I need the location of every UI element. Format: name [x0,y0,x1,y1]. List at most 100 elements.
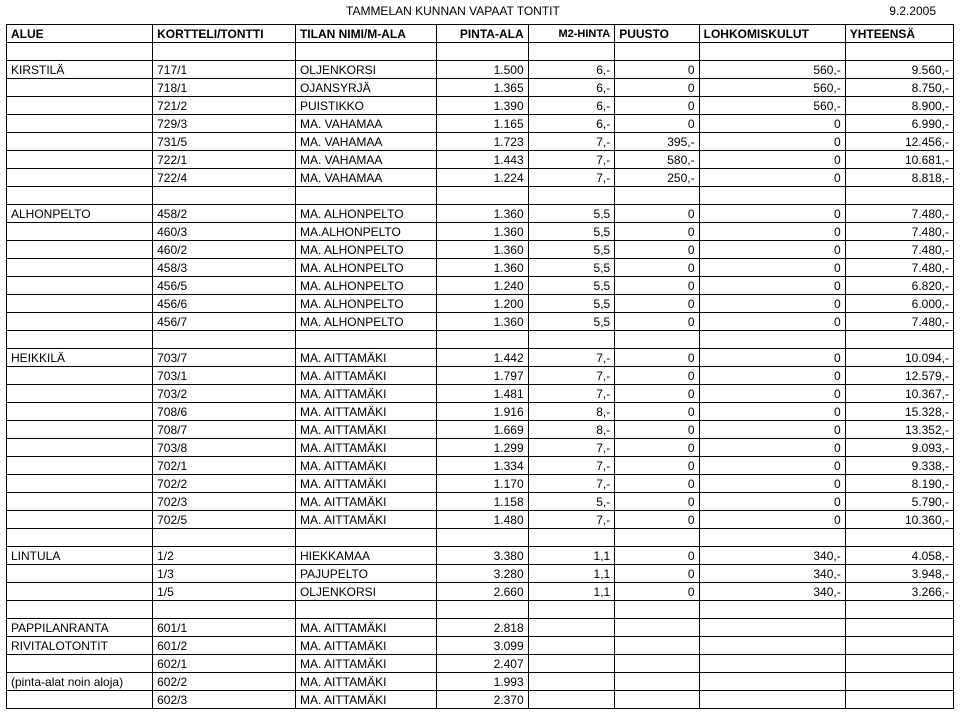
table-row: 602/1MA. AITTAMÄKI2.407 [7,655,954,673]
cell: MA. AITTAMÄKI [295,493,436,511]
cell: MA. ALHONPELTO [295,259,436,277]
cell [7,115,153,133]
cell: 1.224 [436,169,528,187]
cell [153,187,296,205]
cell: 8.750,- [845,79,953,97]
cell: 0 [699,421,845,439]
cell [615,673,699,691]
cell: MA. AITTAMÄKI [295,421,436,439]
cell [436,187,528,205]
cell: 8.900,- [845,97,953,115]
cell: MA. AITTAMÄKI [295,511,436,529]
cell [699,601,845,619]
cell: 602/3 [153,691,296,709]
cell: 602/2 [153,673,296,691]
cell: 1.443 [436,151,528,169]
cell: 6.000,- [845,295,953,313]
cell [7,691,153,709]
cell: 7,- [528,511,615,529]
cell [7,493,153,511]
cell: MA. VAHAMAA [295,169,436,187]
cell: 340,- [699,565,845,583]
cell: 1.334 [436,457,528,475]
cell: 0 [699,277,845,295]
cell: 1.669 [436,421,528,439]
cell: 458/2 [153,205,296,223]
cell: 0 [699,457,845,475]
cell: 1.365 [436,79,528,97]
cell: 2.407 [436,655,528,673]
cell: 9.560,- [845,61,953,79]
data-table: ALUE KORTTELI/TONTTI TILAN NIMI/M-ALA PI… [6,24,954,709]
cell: 1,1 [528,583,615,601]
cell: 7.480,- [845,241,953,259]
cell: 2.370 [436,691,528,709]
cell [845,691,953,709]
table-row: 460/2MA. ALHONPELTO1.3605,5007.480,- [7,241,954,259]
cell: MA. AITTAMÄKI [295,385,436,403]
cell [7,457,153,475]
cell [615,619,699,637]
cell [845,331,953,349]
table-row [7,601,954,619]
cell [845,43,953,61]
cell: 0 [615,61,699,79]
cell: 0 [615,241,699,259]
cell [845,529,953,547]
cell: 7,- [528,385,615,403]
cell: 1.170 [436,475,528,493]
cell [7,439,153,457]
cell: 8,- [528,421,615,439]
cell: 0 [615,223,699,241]
col-pinta: PINTA-ALA [436,25,528,43]
cell: 3.948,- [845,565,953,583]
table-row: HEIKKILÄ703/7MA. AITTAMÄKI1.4427,-0010.0… [7,349,954,367]
cell: 0 [699,313,845,331]
cell [528,619,615,637]
cell: 0 [699,259,845,277]
cell: ALHONPELTO [7,205,153,223]
cell: 0 [615,313,699,331]
cell: 456/7 [153,313,296,331]
cell [153,529,296,547]
cell [7,421,153,439]
cell: 460/3 [153,223,296,241]
cell: 1/3 [153,565,296,583]
cell: 7.480,- [845,223,953,241]
cell: 0 [615,403,699,421]
col-m2: M2-HINTA [528,25,615,43]
cell [615,529,699,547]
cell: 460/2 [153,241,296,259]
cell: 7,- [528,133,615,151]
cell [7,655,153,673]
cell [295,331,436,349]
cell: 456/5 [153,277,296,295]
cell: 0 [615,457,699,475]
cell: 0 [699,241,845,259]
table-row: 460/3MA.ALHONPELTO1.3605,5007.480,- [7,223,954,241]
cell [7,475,153,493]
cell: 7,- [528,457,615,475]
cell: MA. AITTAMÄKI [295,637,436,655]
cell [7,295,153,313]
cell: 703/2 [153,385,296,403]
cell: MA. AITTAMÄKI [295,457,436,475]
cell: 8,- [528,403,615,421]
cell: 0 [615,511,699,529]
cell: 1.480 [436,511,528,529]
cell: 0 [615,115,699,133]
cell: MA. AITTAMÄKI [295,619,436,637]
cell: 0 [699,367,845,385]
cell: MA. ALHONPELTO [295,205,436,223]
cell: 3.099 [436,637,528,655]
cell: 0 [615,421,699,439]
cell: 3.280 [436,565,528,583]
cell: 0 [699,403,845,421]
cell [7,259,153,277]
cell: MA. AITTAMÄKI [295,367,436,385]
table-row: 703/1MA. AITTAMÄKI1.7977,-0012.579,- [7,367,954,385]
cell [436,43,528,61]
cell: 703/8 [153,439,296,457]
cell: MA. AITTAMÄKI [295,655,436,673]
table-row [7,43,954,61]
